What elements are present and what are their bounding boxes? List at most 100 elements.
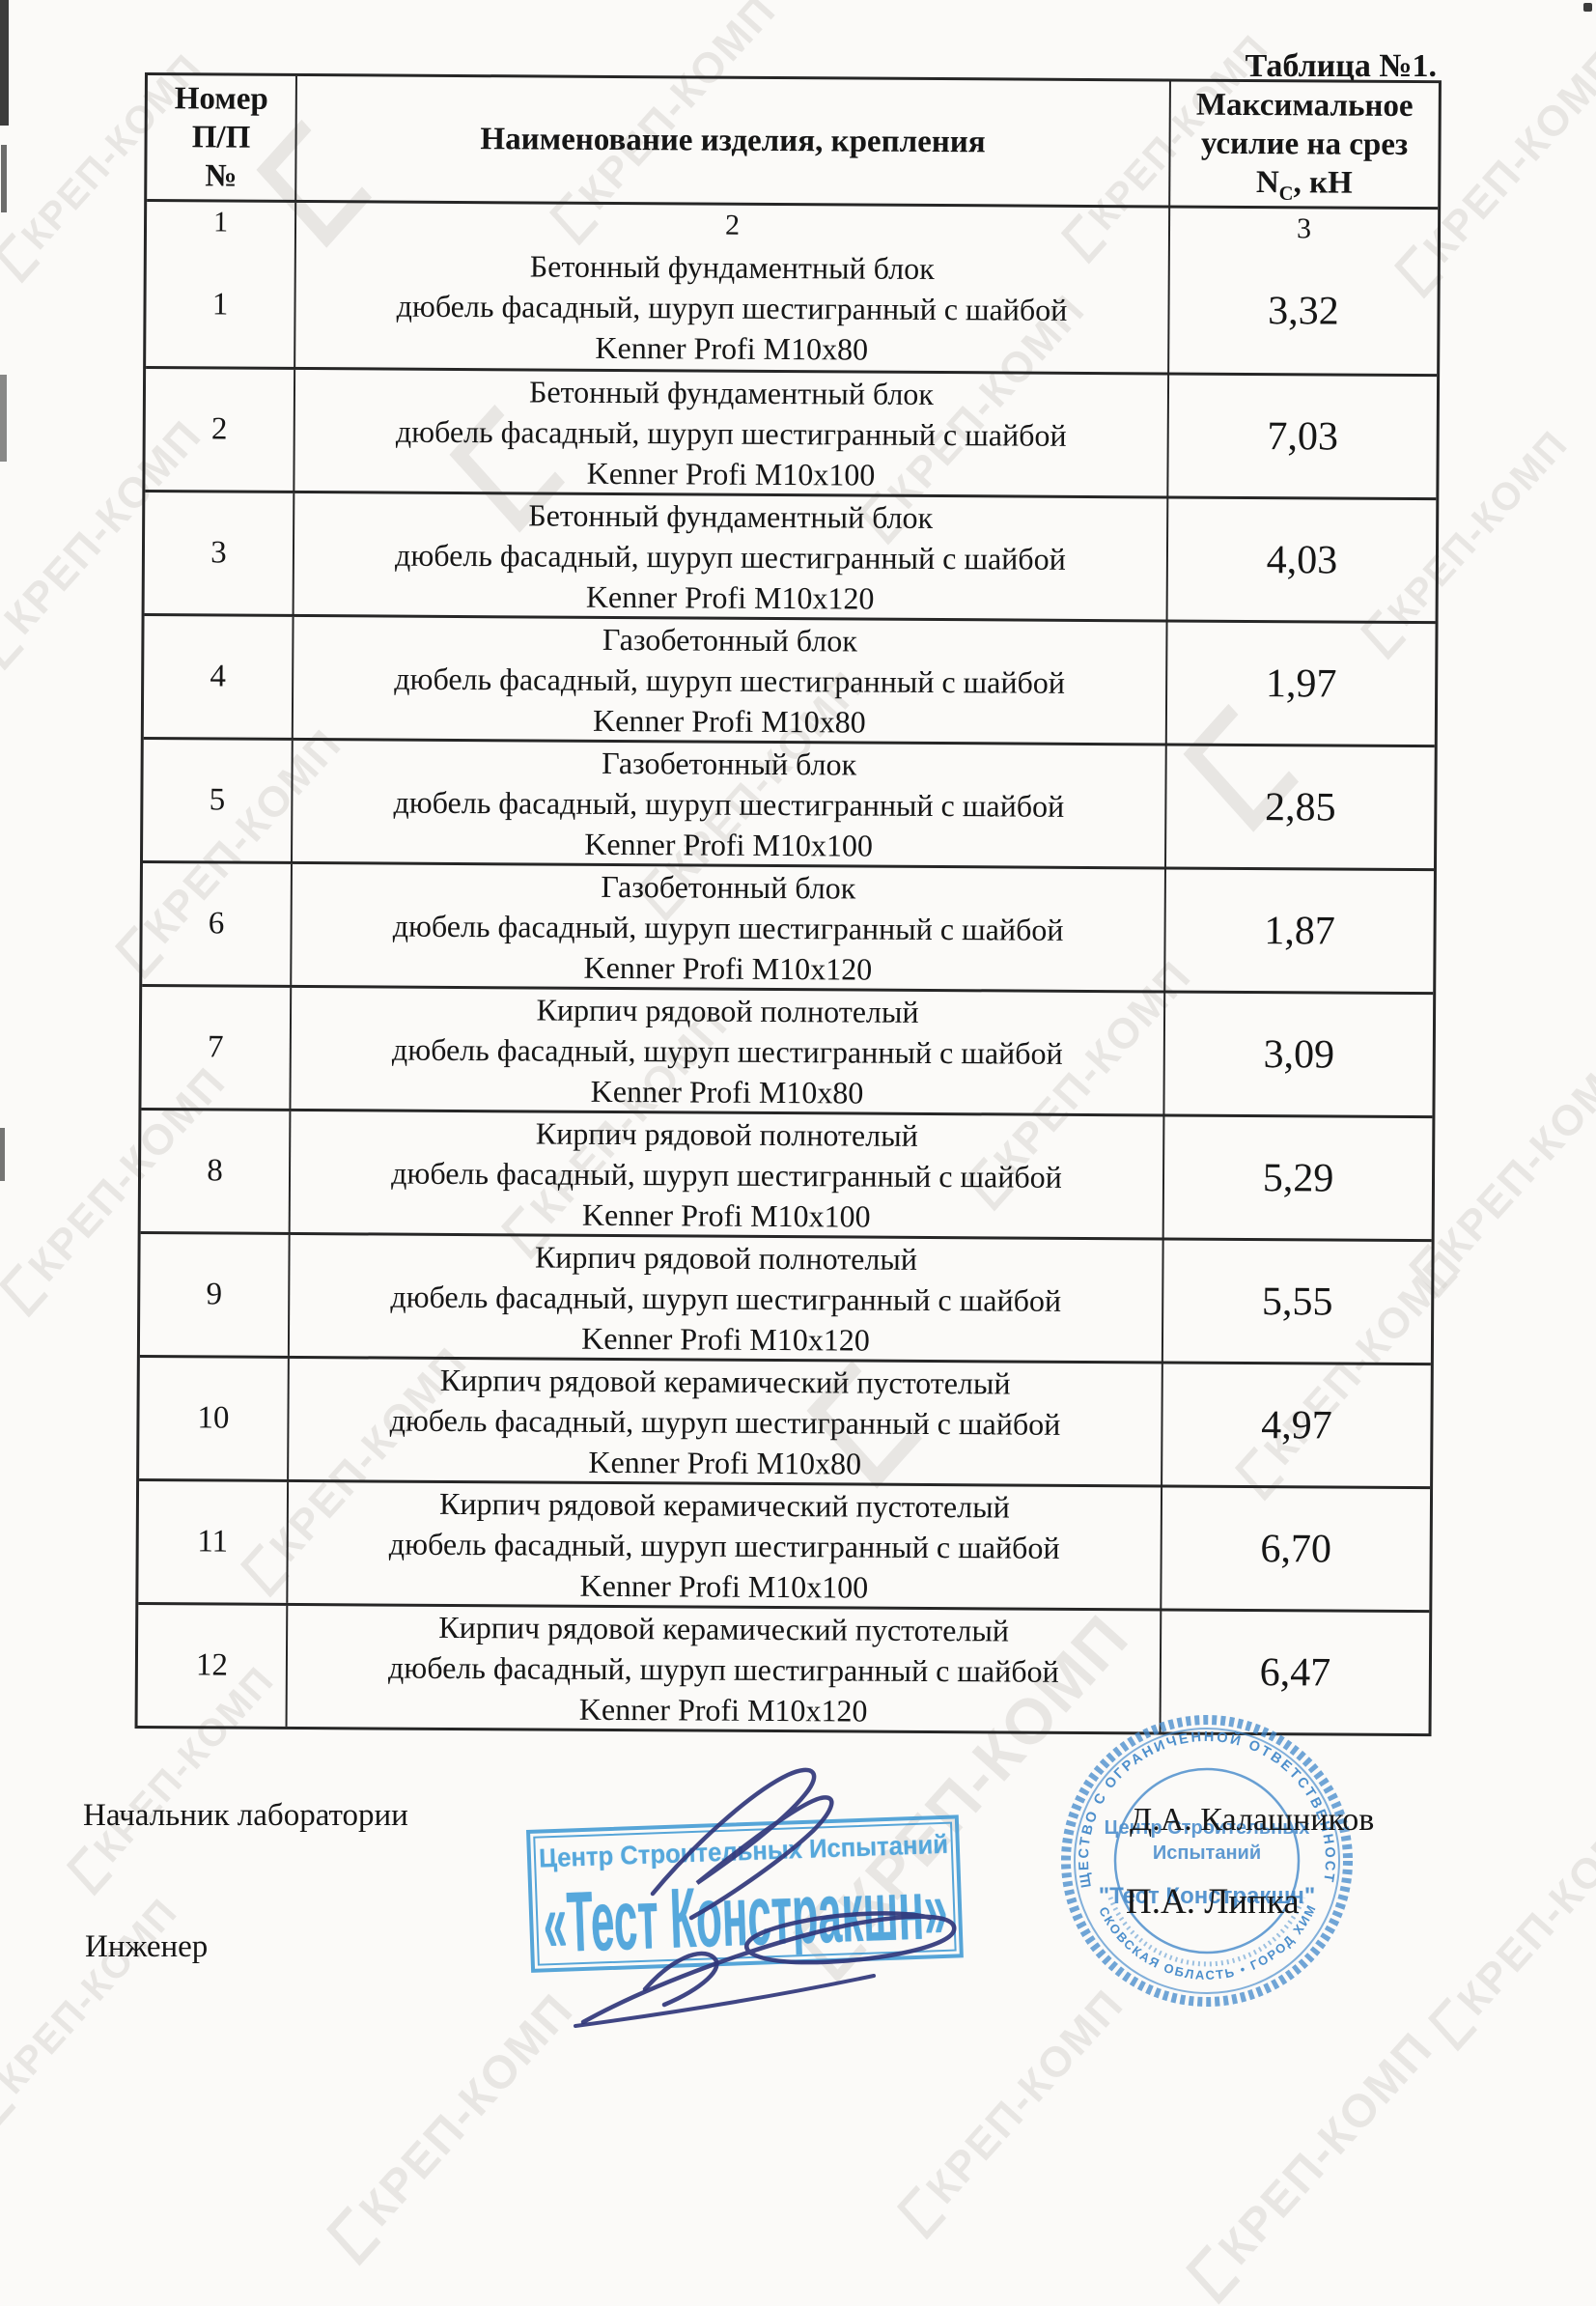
watermark-label: КРЕП-КОМП <box>1429 1039 1596 1272</box>
product-line: Kenner Profi M10x100 <box>586 455 876 492</box>
table-row: 3 Бетонный фундаментный блок дюбель фасадн… <box>144 490 1437 622</box>
header-number-line: № <box>205 158 238 194</box>
shear-force-value: 5,55 <box>1261 1279 1333 1325</box>
table-row: 8 Кирпич рядовой полнотелый дюбель фасадны… <box>140 1107 1433 1240</box>
name-head-of-laboratory: Д.А. Калашников <box>1130 1802 1375 1838</box>
product-line: Kenner Profi M10x100 <box>579 1567 869 1605</box>
product-line: Kenner Profi M10x80 <box>590 1073 864 1111</box>
material-line: Газобетонный блок <box>602 621 857 659</box>
watermark-text: КРЕП-КОМП <box>0 1891 186 2128</box>
header-name-label: Наименование изделия, крепления <box>480 122 986 160</box>
product-line: Kenner Profi M10x120 <box>581 1320 870 1358</box>
column-number: 3 <box>1296 212 1312 245</box>
table-row: 6 Газобетонный блок дюбель фасадный, шуруп… <box>142 860 1434 993</box>
table-row: 11 Кирпич рядовой керамический пустотелый… <box>138 1477 1431 1611</box>
shear-force-value: 1,87 <box>1264 908 1335 954</box>
results-table: Номер П/П № Наименование изделия, крепле… <box>134 72 1442 1737</box>
table-row: 5 Газобетонный блок дюбель фасадный, шуруп… <box>143 737 1435 869</box>
shear-force-value: 4,03 <box>1266 537 1338 583</box>
table-row: 10 Кирпич рядовой керамический пустотелый… <box>139 1354 1431 1487</box>
material-line: Газобетонный блок <box>602 745 857 782</box>
item-description: Кирпич рядовой керамический пустотелый дю… <box>288 1481 1163 1609</box>
product-line: Kenner Profi M10x80 <box>592 702 866 740</box>
fastener-line: дюбель фасадный, шуруп шестигранный с ша… <box>391 1031 1063 1071</box>
fastener-line: дюбель фасадный, шуруп шестигранный с ша… <box>395 413 1067 453</box>
shear-force-value: 5,29 <box>1262 1155 1334 1201</box>
material-line: Бетонный фундаментный блок <box>528 496 934 535</box>
header-number-line: Номер <box>174 81 268 117</box>
scan-edge-mark <box>1583 3 1592 12</box>
fastener-line: дюбель фасадный, шуруп шестигранный с ша… <box>388 1526 1060 1565</box>
fastener-line: дюбель фасадный, шуруп шестигранный с ша… <box>395 537 1066 576</box>
material-line: Кирпич рядовой керамический пустотелый <box>438 1609 1010 1647</box>
table-header-row: Номер П/П № Наименование изделия, крепле… <box>147 75 1439 207</box>
item-description: Бетонный фундаментный блок дюбель фасадны… <box>294 492 1169 620</box>
product-line: Kenner Profi M10x80 <box>595 329 869 367</box>
shear-force-value: 6,70 <box>1260 1526 1332 1572</box>
product-line: Kenner Profi M10x120 <box>583 949 873 987</box>
seal-outer-ring <box>1074 1728 1340 1994</box>
row-number: 4 <box>143 616 294 738</box>
header-force-line: усилие на срез <box>1200 126 1409 162</box>
role-label-head-of-laboratory: Начальник лаборатории <box>83 1798 408 1833</box>
table-row: 2 Бетонный фундаментный блок дюбель фасадн… <box>145 366 1438 498</box>
fastener-line: дюбель фасадный, шуруп шестигранный с ша… <box>391 1155 1062 1195</box>
product-line: Kenner Profi M10x100 <box>584 826 874 863</box>
material-line: Бетонный фундаментный блок <box>528 373 935 411</box>
scan-edge-mark <box>1 145 7 212</box>
row-number: 12 <box>137 1604 289 1727</box>
material-line: Газобетонный блок <box>601 868 856 906</box>
scan-edge-mark <box>0 1128 5 1181</box>
rectangular-stamp-border: Центр Строительных Испытаний «Тест Конст… <box>533 1821 957 1966</box>
item-description: Бетонный фундаментный блок дюбель фасадны… <box>294 369 1170 496</box>
material-line: Кирпич рядовой полнотелый <box>534 1238 918 1277</box>
watermark-label: КРЕП-КОМП <box>1448 1792 1596 2025</box>
row-number: 1 <box>146 242 296 367</box>
column-number: 1 <box>146 202 297 243</box>
header-force-formula: NС, кН <box>1255 165 1353 205</box>
watermark-text: КРЕП-КОМП <box>1183 2022 1443 2305</box>
shear-force-value: 2,85 <box>1264 784 1336 830</box>
table-caption: Таблица №1. <box>1245 48 1437 84</box>
seal-number-arc <box>1107 1897 1306 1967</box>
role-label-engineer: Инженер <box>85 1929 209 1964</box>
item-description: Газобетонный блок дюбель фасадный, шуруп … <box>293 740 1167 867</box>
table-row: 1 Бетонный фундаментный блок дюбель фасадн… <box>146 242 1438 374</box>
column-numbering-row: 1 2 3 <box>146 199 1439 251</box>
table-row: 4 Газобетонный блок дюбель фасадный, шуруп… <box>143 613 1436 745</box>
watermark-text: КРЕП-КОМП <box>894 1981 1134 2240</box>
item-description: Газобетонный блок дюбель фасадный, шуруп … <box>292 863 1166 991</box>
round-seal: ОБЩЕСТВО С ОГРАНИЧЕННОЙ ОТВЕТСТВЕННОСТЬЮ… <box>1061 1715 1353 2007</box>
shear-force-value: 3,32 <box>1268 289 1339 334</box>
row-number: 10 <box>139 1357 290 1479</box>
row-number: 5 <box>143 740 294 861</box>
row-number: 2 <box>145 369 296 491</box>
rectangular-stamp: Центр Строительных Испытаний «Тест Конст… <box>526 1814 964 1973</box>
fastener-line: дюбель фасадный, шуруп шестигранный с ша… <box>393 784 1065 824</box>
row-number: 11 <box>138 1480 290 1603</box>
fastener-line: дюбель фасадный, шуруп шестигранный с ша… <box>392 908 1064 947</box>
row-number: 3 <box>144 492 295 614</box>
shear-force-value: 3,09 <box>1263 1031 1335 1078</box>
header-force-line: Максимальное <box>1195 87 1414 125</box>
header-number-line: П/П <box>191 120 251 155</box>
material-line: Кирпич рядовой полнотелый <box>535 1114 918 1153</box>
watermark-label: КРЕП-КОМП <box>350 1983 584 2236</box>
shear-force-value: 1,97 <box>1265 661 1337 707</box>
item-description: Кирпич рядовой полнотелый дюбель фасадный… <box>289 1234 1164 1362</box>
scan-edge-mark <box>0 0 9 126</box>
item-description: Кирпич рядовой керамический пустотелый дю… <box>289 1358 1163 1485</box>
item-description: Газобетонный блок дюбель фасадный, шуруп … <box>293 616 1168 744</box>
column-number: 2 <box>295 202 1171 249</box>
seal-center-line: Центр Строительных <box>1105 1817 1310 1839</box>
row-number: 8 <box>140 1110 292 1232</box>
product-line: Kenner Profi M10x80 <box>588 1444 862 1481</box>
material-line: Кирпич рядовой полнотелый <box>536 991 919 1029</box>
seal-serrated-ring <box>1061 1715 1353 2007</box>
table-row: 7 Кирпич рядовой полнотелый дюбель фасадны… <box>141 984 1434 1116</box>
row-number: 7 <box>141 987 293 1109</box>
table-row: 9 Кирпич рядовой полнотелый дюбель фасадны… <box>139 1230 1432 1364</box>
item-description: Кирпич рядовой полнотелый дюбель фасадный… <box>291 987 1166 1114</box>
row-number: 9 <box>139 1233 291 1356</box>
